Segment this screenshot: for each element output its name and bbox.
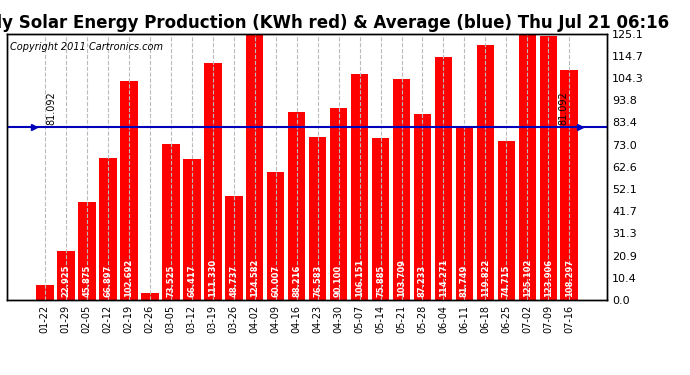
Bar [518,34,536,300]
Text: 125.102: 125.102 [523,258,532,297]
Text: 22.925: 22.925 [61,264,70,297]
Bar [99,158,117,300]
Bar [477,45,494,300]
Text: 66.417: 66.417 [187,264,196,297]
Bar [435,57,453,300]
Text: 75.885: 75.885 [376,264,385,297]
Bar [204,63,221,300]
Bar [161,144,179,300]
Text: 123.906: 123.906 [544,259,553,297]
Text: 45.875: 45.875 [82,264,91,297]
Text: 81.749: 81.749 [460,264,469,297]
Text: 81.092: 81.092 [558,92,568,125]
Bar [560,69,578,300]
Bar [497,141,515,300]
Text: 88.216: 88.216 [292,264,301,297]
Bar [266,172,284,300]
Text: 108.297: 108.297 [565,259,574,297]
Text: 103.709: 103.709 [397,259,406,297]
Bar [141,293,159,300]
Bar [183,159,201,300]
Bar [120,81,137,300]
Bar [78,202,96,300]
Bar [246,35,264,300]
Bar [540,36,558,300]
Text: 73.525: 73.525 [166,264,175,297]
Bar [351,74,368,300]
Text: 106.151: 106.151 [355,258,364,297]
Bar [413,114,431,300]
Text: 87.233: 87.233 [418,265,427,297]
Text: Copyright 2011 Cartronics.com: Copyright 2011 Cartronics.com [10,42,163,52]
Text: 119.822: 119.822 [481,258,490,297]
Text: 74.715: 74.715 [502,264,511,297]
Text: 76.583: 76.583 [313,264,322,297]
Bar [330,108,348,300]
Bar [455,126,473,300]
Text: 114.271: 114.271 [439,258,448,297]
Text: 124.582: 124.582 [250,258,259,297]
Bar [225,196,242,300]
Text: 60.007: 60.007 [271,265,280,297]
Bar [372,138,389,300]
Bar [308,137,326,300]
Text: 81.092: 81.092 [46,92,56,125]
Title: Weekly Solar Energy Production (KWh red) & Average (blue) Thu Jul 21 06:16: Weekly Solar Energy Production (KWh red)… [0,14,669,32]
Bar [288,112,306,300]
Bar [57,251,75,300]
Text: 102.692: 102.692 [124,258,133,297]
Text: 48.737: 48.737 [229,265,238,297]
Text: 111.330: 111.330 [208,259,217,297]
Bar [36,285,54,300]
Text: 66.897: 66.897 [103,264,112,297]
Bar [393,79,411,300]
Text: 90.100: 90.100 [334,265,343,297]
